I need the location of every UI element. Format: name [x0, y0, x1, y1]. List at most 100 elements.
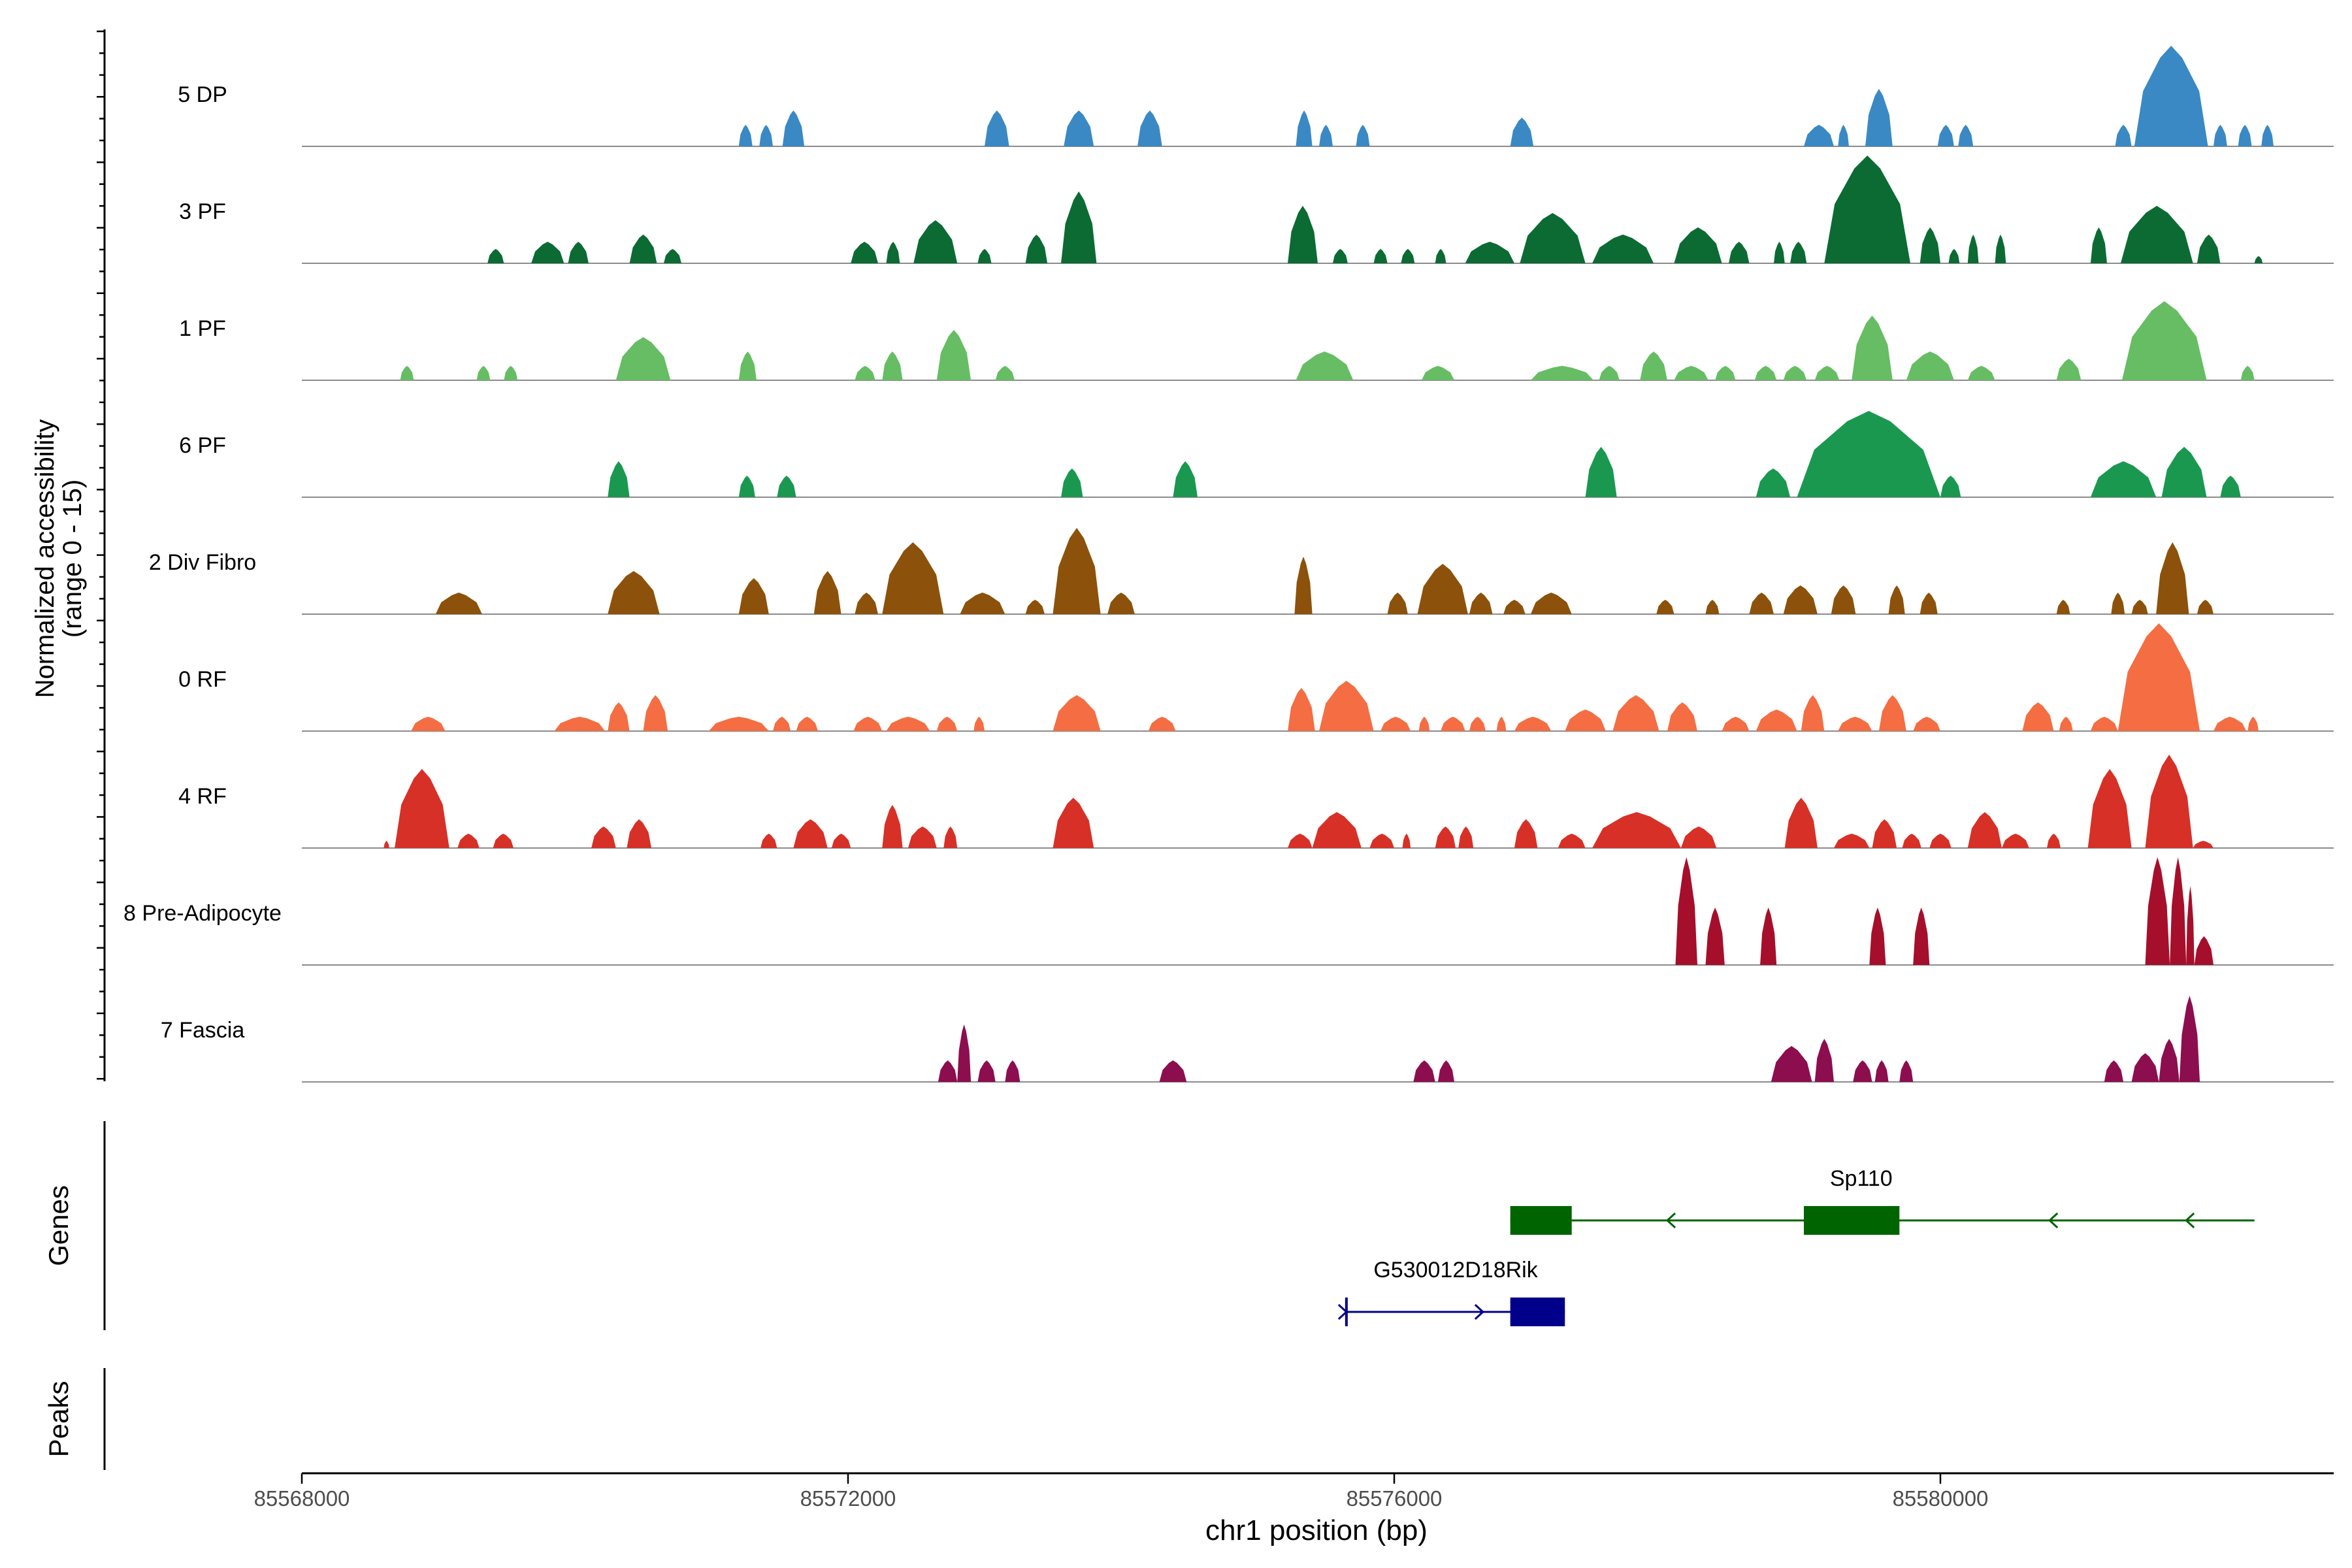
coverage-peak	[629, 235, 657, 263]
coverage-peak	[777, 476, 796, 497]
coverage-peak	[796, 717, 818, 731]
track-label: 4 RF	[178, 784, 227, 809]
coverage-peak	[886, 242, 900, 263]
coverage-peak	[1869, 907, 1886, 965]
coverage-peak	[1558, 834, 1586, 848]
coverage-peak	[782, 110, 805, 146]
coverage-peak	[1967, 235, 1979, 263]
coverage-peak	[2131, 1053, 2159, 1082]
coverage-peak	[831, 834, 851, 848]
coverage-peak	[851, 242, 878, 263]
coverage-peak	[1387, 593, 1408, 614]
track-1-pf: 1 PF	[179, 301, 2334, 381]
coverage-peak	[1053, 695, 1101, 731]
gene-exon	[1804, 1206, 1900, 1235]
coverage-peak	[1356, 125, 1370, 146]
coverage-peak	[627, 819, 651, 848]
coverage-peak	[2197, 600, 2213, 614]
strand-arrow	[1802, 1212, 1813, 1229]
x-tick-label: 85568000	[254, 1486, 350, 1511]
coverage-peak	[886, 717, 930, 731]
coverage-peak	[1288, 206, 1318, 263]
coverage-peak	[493, 834, 514, 848]
coverage-peak	[2240, 366, 2255, 380]
coverage-peak	[1417, 564, 1468, 614]
coverage-peak	[1906, 351, 1954, 380]
coverage-peak	[1715, 366, 1736, 380]
coverage-peak	[2247, 717, 2259, 731]
coverage-peak	[2111, 593, 2125, 614]
coverage-peak	[793, 819, 828, 848]
coverage-peak	[1565, 710, 1606, 731]
coverage-peak	[1729, 242, 1750, 263]
coverage-peak	[504, 366, 518, 380]
coverage-peak	[855, 593, 878, 614]
coverage-peak	[1061, 191, 1097, 263]
coverage-peak	[1705, 907, 1725, 965]
coverage-peak	[400, 366, 414, 380]
coverage-peak	[2090, 717, 2118, 731]
coverage-peak	[608, 461, 630, 497]
track-7-fascia: 7 Fascia	[161, 996, 2334, 1083]
coverage-peak	[2161, 447, 2207, 497]
coverage-peak	[643, 695, 668, 731]
coverage-peak	[1333, 249, 1348, 263]
coverage-peak	[759, 125, 773, 146]
coverage-peak	[2238, 125, 2252, 146]
coverage-peak	[1435, 249, 1446, 263]
x-tick-label: 85576000	[1347, 1486, 1443, 1511]
coverage-peak	[1888, 585, 1905, 614]
coverage-peak	[1435, 826, 1456, 848]
coverage-peak	[1585, 447, 1617, 497]
coverage-peak	[1722, 717, 1750, 731]
coverage-peak	[1913, 717, 1940, 731]
coverage-peak	[1531, 593, 1572, 614]
track-label: 8 Pre-Adipocyte	[123, 901, 282, 926]
coverage-peak	[936, 717, 958, 731]
coverage-peak	[1437, 1060, 1454, 1082]
coverage-peak	[977, 249, 992, 263]
coverage-peak	[1831, 585, 1856, 614]
coverage-peak	[1783, 585, 1818, 614]
coverage-peak	[608, 571, 660, 614]
gene-exon	[1510, 1206, 1572, 1235]
track-8-pre-adipocyte: 8 Pre-Adipocyte	[123, 857, 2334, 966]
y-axis-subtitle: (range 0 - 15)	[58, 480, 87, 638]
coverage-peak	[384, 841, 389, 848]
coverage-peak	[1514, 819, 1538, 848]
coverage-peak	[1674, 366, 1708, 380]
coverage-peak	[1592, 235, 1654, 263]
coverage-peak	[1510, 118, 1534, 146]
coverage-peak	[2090, 461, 2157, 497]
coverage-peak	[2159, 1039, 2180, 1082]
coverage-peak	[1294, 557, 1313, 614]
coverage-peak	[568, 242, 589, 263]
coverage-peak	[1814, 1039, 1834, 1082]
coverage-peak	[773, 717, 791, 731]
coverage-peak	[1656, 600, 1674, 614]
track-label: 1 PF	[179, 316, 226, 341]
coverage-peak	[1053, 528, 1101, 614]
coverage-peak	[1940, 476, 1961, 497]
coverage-peak	[2059, 717, 2073, 731]
coverage-peak	[1418, 717, 1430, 731]
track-6-pf: 6 PF	[179, 411, 2334, 498]
coverage-peak	[738, 578, 769, 614]
coverage-peak	[1838, 125, 1849, 146]
coverage-peak	[1878, 695, 1906, 731]
coverage-peak	[1783, 366, 1807, 380]
coverage-peak	[1469, 717, 1486, 731]
coverage-peak	[2197, 235, 2221, 263]
coverage-peak	[1401, 249, 1415, 263]
coverage-peak	[1784, 798, 1818, 848]
coverage-peak	[1967, 812, 2002, 848]
coverage-peak	[1380, 717, 1411, 731]
coverage-y-ticks	[97, 30, 105, 1080]
gene-exon	[1510, 1298, 1565, 1326]
coverage-peak	[2213, 717, 2247, 731]
coverage-peak	[1612, 695, 1659, 731]
coverage-peak	[1413, 1060, 1435, 1082]
coverage-peak	[2156, 542, 2189, 614]
coverage-peak	[738, 351, 757, 380]
